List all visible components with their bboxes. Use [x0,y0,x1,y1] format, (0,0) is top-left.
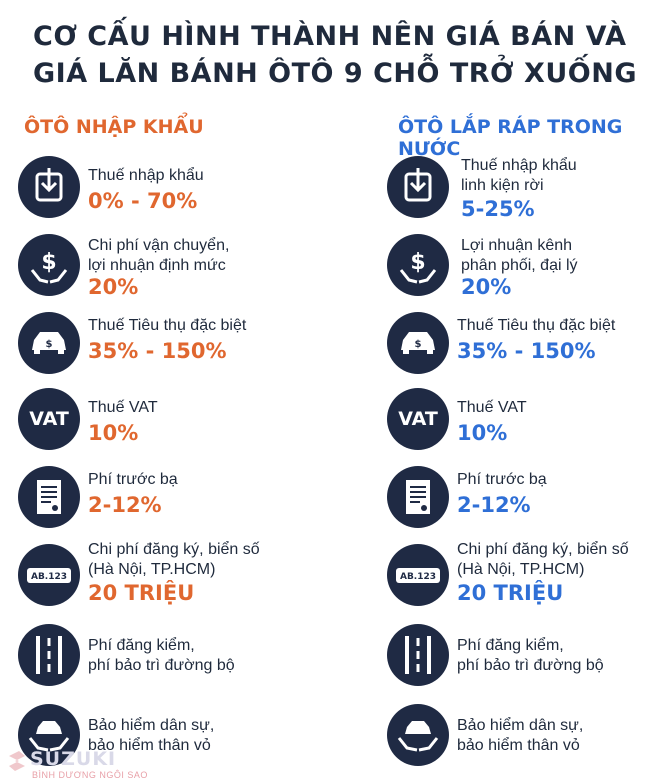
right-1-value: 20% [461,275,512,299]
title-line-2: GIÁ LĂN BÁNH ÔTÔ 9 CHỖ TRỞ XUỐNG [33,58,637,89]
left-3-label: Thuế VAT [88,399,158,416]
right-0-label-2: linh kiện rời [461,177,544,194]
left-1-label-1: Chi phí vận chuyển, [88,237,230,254]
right-0-value: 5-25% [461,197,535,221]
right-3-label: Thuế VAT [457,399,527,416]
right-5-label-1: Chi phí đăng ký, biển số [457,541,629,558]
right-7-label-1: Bảo hiểm dân sự, [457,717,584,734]
watermark-brand: SUZUKI [30,748,117,770]
license-plate-icon: AB.123 [18,544,80,606]
imported-heading: ÔTÔ NHẬP KHẨU [24,116,204,138]
watermark-sub: BÌNH DƯƠNG NGÔI SAO [32,770,148,780]
right-2-label: Thuế Tiêu thụ đặc biệt [457,317,616,334]
right-2-value: 35% - 150% [457,339,596,363]
import-tax-icon [18,156,80,218]
suzuki-logo-icon [9,751,25,771]
right-3-value: 10% [457,421,508,445]
road-icon [18,624,80,686]
left-5-value: 20 TRIỆU [88,581,195,605]
left-5-label-2: (Hà Nội, TP.HCM) [88,561,216,578]
vat-icon: VAT [18,388,80,450]
svg-text:$: $ [46,339,53,350]
import-tax-icon-right [387,156,449,218]
svg-text:$: $ [415,339,422,350]
money-hands-icon: $ [18,234,80,296]
right-6-label-1: Phí đăng kiểm, [457,637,564,654]
right-1-label-2: phân phối, đại lý [461,257,578,274]
license-plate-icon-right: AB.123 [387,544,449,606]
left-0-value: 0% - 70% [88,189,198,213]
left-7-label-1: Bảo hiểm dân sự, [88,717,215,734]
left-1-value: 20% [88,275,139,299]
car-icon: $ [18,312,80,374]
svg-text:$: $ [41,250,56,275]
plate-text-right: AB.123 [400,572,436,582]
car-insurance-icon [18,704,80,766]
vat-icon-text: VAT [29,408,69,430]
left-2-label: Thuế Tiêu thụ đặc biệt [88,317,247,334]
left-5-label-1: Chi phí đăng ký, biển số [88,541,260,558]
document-icon [18,466,80,528]
infographic-title: CƠ CẤU HÌNH THÀNH NÊN GIÁ BÁN VÀ GIÁ LĂN… [33,18,653,92]
left-0-label: Thuế nhập khẩu [88,167,204,184]
document-icon-right [387,466,449,528]
left-6-label-2: phí bảo trì đường bộ [88,657,235,674]
right-0-label-1: Thuế nhập khẩu [461,157,577,174]
right-6-label-2: phí bảo trì đường bộ [457,657,604,674]
right-4-label: Phí trước bạ [457,471,547,488]
watermark: SUZUKI BÌNH DƯƠNG NGÔI SAO [2,744,162,784]
vat-icon-text-right: VAT [398,408,438,430]
left-3-value: 10% [88,421,139,445]
right-4-value: 2-12% [457,493,531,517]
car-icon-right: $ [387,312,449,374]
right-5-value: 20 TRIỆU [457,581,564,605]
right-1-label-1: Lợi nhuận kênh [461,237,573,254]
left-6-label-1: Phí đăng kiểm, [88,637,195,654]
right-7-label-2: bảo hiểm thân vỏ [457,737,580,754]
domestic-heading: ÔTÔ LẮP RÁP TRONG NƯỚC [398,116,623,160]
left-2-value: 35% - 150% [88,339,227,363]
right-5-label-2: (Hà Nội, TP.HCM) [457,561,585,578]
left-1-label-2: lợi nhuận định mức [88,257,226,274]
road-icon-right [387,624,449,686]
car-insurance-icon-right [387,704,449,766]
left-7-label-2: bảo hiểm thân vỏ [88,737,211,754]
money-hands-icon-right: $ [387,234,449,296]
svg-text:$: $ [410,250,425,275]
left-4-label: Phí trước bạ [88,471,178,488]
vat-icon-right: VAT [387,388,449,450]
left-4-value: 2-12% [88,493,162,517]
plate-text-left: AB.123 [31,572,67,582]
title-line-1: CƠ CẤU HÌNH THÀNH NÊN GIÁ BÁN VÀ [33,21,627,52]
